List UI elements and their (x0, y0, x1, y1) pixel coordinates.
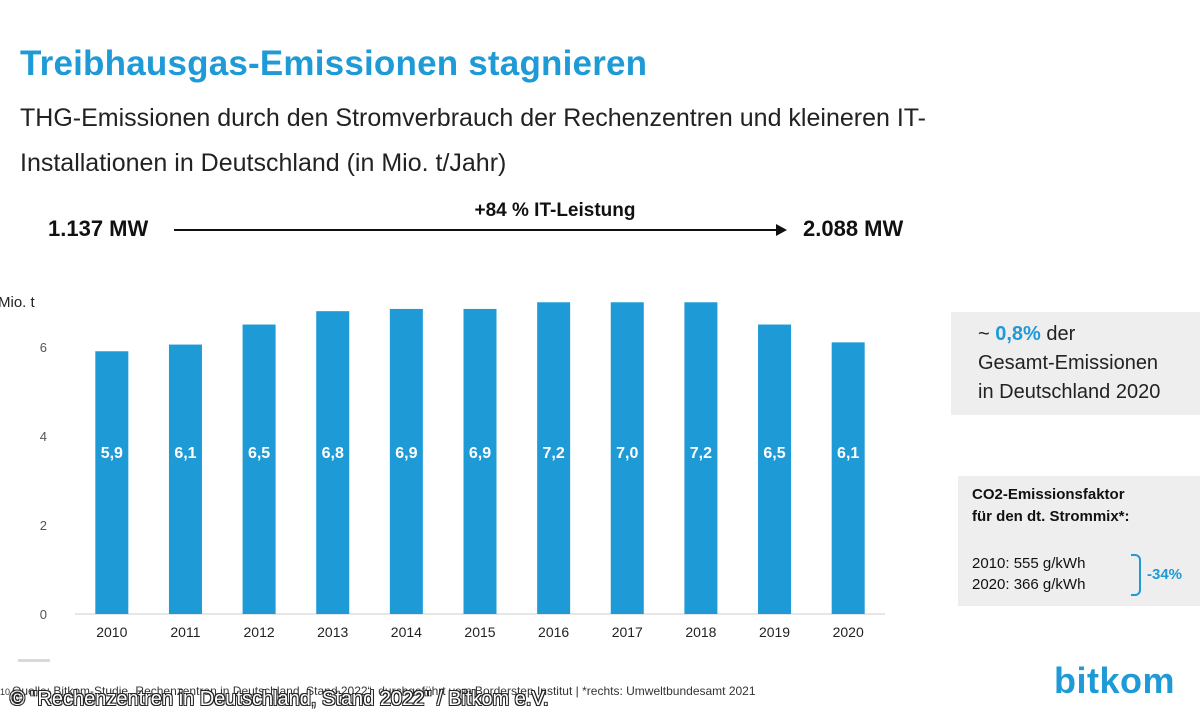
share-info-line-3: in Deutschland 2020 (978, 381, 1161, 403)
bar-2019 (758, 324, 792, 614)
arrow-right-icon (776, 224, 787, 236)
brace-icon (1131, 554, 1141, 596)
bar-2015 (463, 308, 497, 614)
data-label-2016: 7,2 (543, 445, 565, 462)
data-label-2010: 5,9 (101, 445, 123, 462)
bar-2012 (242, 324, 276, 614)
x-tick-label-2018: 2018 (685, 624, 716, 640)
share-prefix: ~ (978, 323, 996, 345)
share-info-box: ~ 0,8% der Gesamt-Emissionen in Deutschl… (951, 312, 1200, 415)
page-subtitle: THG-Emissionen durch den Stromverbrauch … (20, 96, 1120, 186)
capacity-arrow-line (174, 229, 778, 231)
page-title: Treibhausgas-Emissionen stagnieren (20, 44, 648, 83)
bar-2013 (316, 311, 350, 614)
share-suffix: der (1040, 323, 1076, 345)
data-label-2014: 6,9 (395, 445, 417, 462)
y-tick-label: 4 (40, 429, 47, 444)
y-tick-label: 0 (40, 607, 47, 622)
share-info-line-1: ~ 0,8% der (978, 320, 1200, 349)
data-label-2020: 6,1 (837, 445, 859, 462)
x-tick-label-2020: 2020 (833, 624, 864, 640)
bar-2014 (389, 308, 423, 614)
data-label-2018: 7,2 (690, 445, 712, 462)
capacity-change-label: +84 % IT-Leistung (474, 200, 636, 221)
x-tick-label-2012: 2012 (244, 624, 275, 640)
x-tick-label-2014: 2014 (391, 624, 422, 640)
x-tick-label-2011: 2011 (170, 624, 200, 640)
bar-2017 (610, 302, 644, 614)
subtitle-line-1: THG-Emissionen durch den Stromverbrauch … (20, 104, 926, 132)
x-tick-label-2010: 2010 (96, 624, 127, 640)
co2-factor-box: CO2-Emissionsfaktor für den dt. Strommix… (958, 476, 1200, 606)
bar-2016 (537, 302, 571, 614)
co2-value-2020: 2020: 366 g/kWh (972, 576, 1086, 593)
emissions-bar-chart: Mio. t 0 2 4 6 5,9 2010 6,1 2011 6,5 2012 6,8 2013 6,… (0, 294, 885, 640)
data-label-2017: 7,0 (616, 445, 638, 462)
x-tick-label-2013: 2013 (317, 624, 348, 640)
share-info-line-2: Gesamt-Emissionen (978, 352, 1159, 374)
y-tick-label: 2 (40, 518, 47, 533)
data-label-2019: 6,5 (763, 445, 785, 462)
data-label-2011: 6,1 (174, 445, 196, 462)
data-label-2012: 6,5 (248, 445, 270, 462)
bar-2018 (684, 302, 718, 614)
capacity-end: 2.088 MW (803, 216, 904, 241)
x-tick-label-2019: 2019 (759, 624, 790, 640)
bar-2010 (95, 351, 129, 614)
source-note: 10 Quelle: Bitkom-Studie „Rechenzentren i… (0, 684, 756, 698)
bitkom-logo: bitkom (1054, 660, 1176, 701)
copyright-watermark: © "Rechenzentren in Deutschland, Stand 2… (10, 688, 549, 710)
page-number: 10 (0, 687, 11, 697)
capacity-start: 1.137 MW (48, 216, 149, 241)
bar-2011 (168, 344, 202, 614)
x-tick-label-2015: 2015 (464, 624, 495, 640)
subtitle-line-2: Installationen in Deutschland (in Mio. t… (20, 149, 507, 177)
source-text: Quelle: Bitkom-Studie „Rechenzentren in … (12, 684, 756, 698)
data-label-2015: 6,9 (469, 445, 491, 462)
co2-value-2010: 2010: 555 g/kWh (972, 555, 1086, 572)
y-axis-label: Mio. t (0, 294, 36, 311)
bar-2020 (831, 342, 865, 614)
footer-divider (18, 659, 50, 662)
co2-title-line-1: CO2-Emissionsfaktor (972, 486, 1125, 503)
co2-change: -34% (1147, 566, 1183, 583)
co2-values: 2010: 555 g/kWh 2020: 366 g/kWh (972, 553, 1085, 595)
share-percent: 0,8% (995, 323, 1041, 345)
x-tick-label-2016: 2016 (538, 624, 569, 640)
x-tick-label-2017: 2017 (612, 624, 643, 640)
co2-title-line-2: für den dt. Strommix*: (972, 508, 1130, 525)
data-label-2013: 6,8 (322, 445, 344, 462)
y-tick-label: 6 (40, 340, 47, 355)
